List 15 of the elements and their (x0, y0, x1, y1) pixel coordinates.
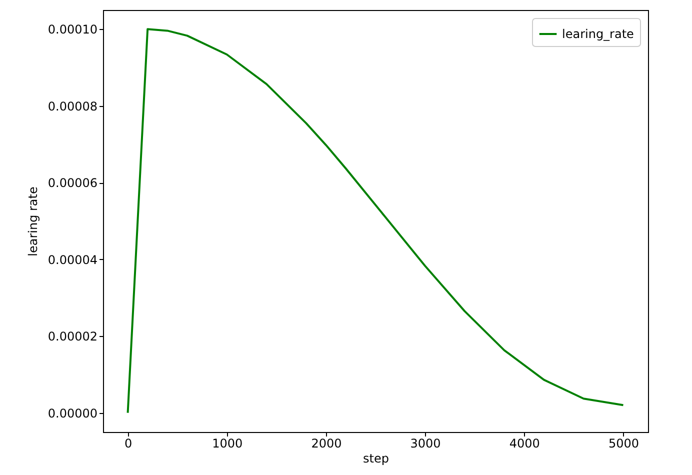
y-axis-title: learing rate (26, 186, 40, 256)
x-tick-label: 5000 (608, 436, 639, 450)
x-axis-title: step (363, 452, 389, 466)
x-tick-label: 3000 (410, 436, 441, 450)
y-tick-label: 0.00006 (48, 176, 98, 190)
y-tick-label: 0.00010 (48, 22, 98, 37)
x-tick-label: 0 (124, 436, 132, 450)
x-tick-label: 4000 (509, 436, 540, 450)
y-tick-label: 0.00008 (48, 99, 98, 114)
legend-label: learing_rate (562, 27, 634, 41)
y-tick-label: 0.00004 (48, 252, 98, 267)
x-tick-label: 1000 (212, 436, 243, 450)
x-tick-label: 2000 (311, 436, 342, 450)
y-tick-label: 0.00002 (48, 330, 98, 344)
y-tick-label: 0.00000 (48, 406, 98, 420)
